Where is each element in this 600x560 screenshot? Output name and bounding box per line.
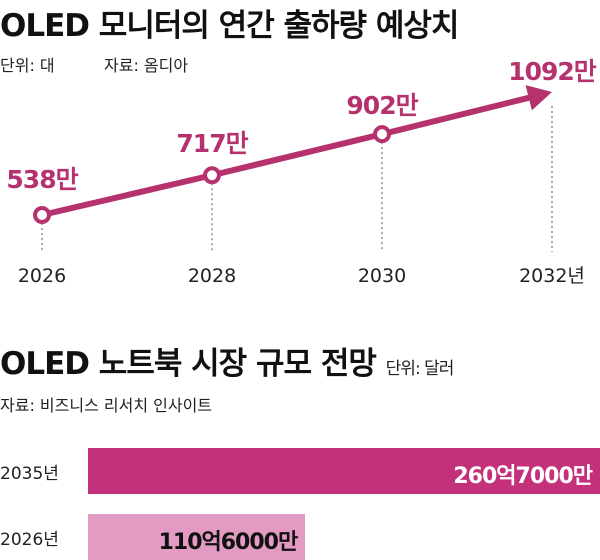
line-chart-source: 자료: 옴디아: [104, 56, 189, 75]
series-line: [39, 94, 532, 218]
data-point-0: [33, 206, 51, 224]
bar-chart-unit: 단위: 달러: [385, 359, 455, 379]
line-chart-unit: 단위: 대: [0, 56, 55, 75]
data-point-2: [373, 125, 391, 144]
bar-1: [88, 514, 306, 560]
data-label-1: 717만: [176, 129, 248, 158]
x-tick-label-1: 2028: [188, 265, 236, 287]
bar-chart-source: 자료: 비즈니스 리서치 인사이트: [0, 396, 213, 415]
x-tick-label-0: 2026: [18, 265, 66, 287]
bar-chart-title: OLED 노트북 시장 규모 전망 단위: 달러: [0, 338, 455, 383]
bar-category-label-1: 2026년: [0, 530, 59, 550]
bar-value-label-0: 260억7000만: [453, 464, 593, 489]
x-tick-label-3: 2032년: [519, 265, 585, 287]
bar-0: [88, 448, 600, 494]
data-label-3: 1092만: [508, 57, 597, 86]
data-label-0: 538만: [6, 165, 78, 194]
data-label-2: 902만: [346, 91, 418, 120]
line-chart-title: OLED 모니터의 연간 출하량 예상치: [0, 8, 459, 44]
data-point-1: [203, 166, 221, 185]
series-arrowhead: [525, 85, 552, 111]
bar-category-label-0: 2035년: [0, 464, 59, 484]
bar-chart-title-text: OLED 노트북 시장 규모 전망: [0, 346, 377, 382]
x-tick-label-2: 2030: [358, 265, 406, 287]
bar-value-label-1: 110억6000만: [158, 530, 299, 555]
line-chart: 538만 717만 902만 1092만 2026 2028 2030 2032년: [6, 57, 597, 287]
